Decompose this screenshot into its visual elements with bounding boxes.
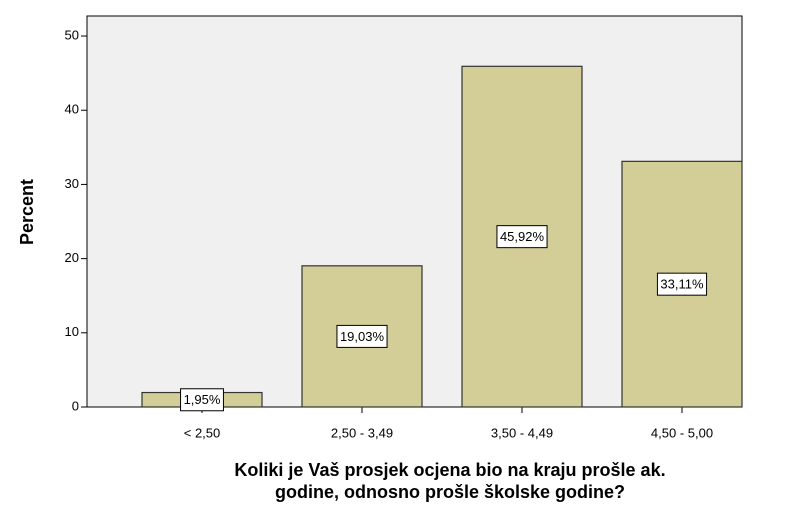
x-tick-label: 4,50 - 5,00 bbox=[651, 425, 713, 440]
value-label: 33,11% bbox=[660, 277, 704, 292]
value-label-box bbox=[496, 225, 548, 249]
y-tick-label: 40 bbox=[65, 102, 79, 117]
y-tick-label: 50 bbox=[65, 27, 79, 42]
y-tick-label: 10 bbox=[65, 324, 79, 339]
x-tick-label: 2,50 - 3,49 bbox=[331, 425, 393, 440]
value-label-box bbox=[336, 324, 388, 348]
y-tick-label: 30 bbox=[65, 176, 79, 191]
y-tick-label: 0 bbox=[72, 398, 79, 413]
value-label-box bbox=[180, 388, 224, 412]
x-tick-label: < 2,50 bbox=[184, 425, 221, 440]
y-axis-title: Percent bbox=[17, 179, 37, 245]
x-axis-title: Koliki je Vaš prosjek ocjena bio na kraj… bbox=[234, 460, 665, 480]
value-label: 1,95% bbox=[184, 392, 221, 407]
value-label: 19,03% bbox=[340, 329, 385, 344]
value-label: 45,92% bbox=[500, 229, 545, 244]
x-axis-title: godine, odnosno prošle školske godine? bbox=[275, 482, 625, 502]
y-tick-label: 20 bbox=[65, 250, 79, 265]
value-label-box bbox=[656, 272, 708, 296]
x-tick-label: 3,50 - 4,49 bbox=[491, 425, 553, 440]
